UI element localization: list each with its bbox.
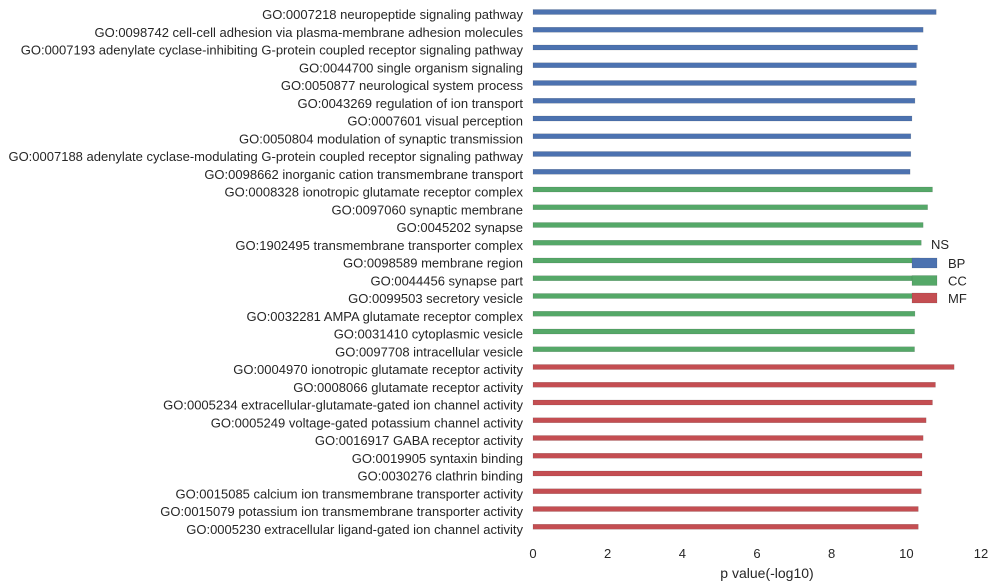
category-label: GO:0043269 regulation of ion transport (298, 96, 524, 111)
bar-cc (532, 311, 916, 317)
category-label: GO:0016917 GABA receptor activity (315, 433, 524, 448)
bar-mf (532, 470, 923, 477)
bar-cc (532, 186, 933, 193)
category-label: GO:0015085 calcium ion transmembrane tra… (175, 486, 523, 501)
bar-cc (532, 240, 922, 246)
category-label: GO:0097708 intracellular vesicle (335, 344, 523, 359)
bars-layer (532, 9, 955, 530)
x-tick-label: 6 (753, 546, 760, 561)
x-tick-label: 12 (974, 546, 988, 561)
x-tick-label: 2 (604, 546, 611, 561)
category-label: GO:0004970 ionotropic glutamate receptor… (233, 362, 523, 377)
bar-mf (532, 435, 924, 441)
x-tick-label: 0 (529, 546, 536, 561)
legend: NS BP CC MF (911, 237, 967, 306)
x-tick-label: 4 (679, 546, 686, 561)
legend-swatch-cc (911, 275, 938, 286)
bar-mf (532, 382, 936, 388)
bar-bp (532, 9, 937, 15)
bar-bp (532, 80, 917, 86)
legend-swatch-mf (911, 292, 938, 304)
category-label: GO:0098589 membrane region (343, 256, 523, 271)
bar-cc (532, 204, 928, 210)
category-label: GO:0008328 ionotropic glutamate receptor… (225, 185, 524, 200)
category-label: GO:0032281 AMPA glutamate receptor compl… (246, 309, 523, 324)
category-label: GO:0098742 cell-cell adhesion via plasma… (94, 25, 523, 40)
legend-label-bp: BP (948, 256, 965, 271)
bar-cc (532, 222, 924, 228)
category-label: GO:0015079 potassium ion transmembrane t… (160, 504, 523, 519)
legend-label-cc: CC (948, 274, 967, 289)
bar-cc (532, 275, 918, 281)
category-label: GO:0007601 visual perception (347, 114, 523, 129)
bar-bp (532, 151, 912, 157)
bar-cc (532, 293, 917, 299)
bar-cc (532, 257, 920, 264)
category-label: GO:0050877 neurological system process (281, 78, 524, 93)
category-label: GO:1902495 transmembrane transporter com… (235, 238, 523, 253)
category-label: GO:0044456 synapse part (371, 273, 524, 288)
bar-bp (532, 133, 912, 139)
category-label: GO:0007218 neuropeptide signaling pathwa… (262, 7, 523, 22)
category-label: GO:0031410 cytoplasmic vesicle (334, 327, 523, 342)
legend-title: NS (931, 237, 949, 252)
bar-cc (532, 328, 915, 335)
category-label: GO:0030276 clathrin binding (357, 469, 523, 484)
bar-mf (532, 417, 927, 423)
bar-mf (532, 399, 933, 406)
legend-swatch-bp (911, 257, 938, 269)
category-label: GO:0005234 extracellular-glutamate-gated… (163, 398, 523, 413)
category-label: GO:0007188 adenylate cyclase-modulating … (8, 149, 523, 164)
x-tick-label: 10 (899, 546, 913, 561)
bar-bp (532, 98, 916, 104)
x-axis-ticks: 0 2 4 6 8 10 12 (529, 546, 988, 561)
category-label: GO:0005230 extracellular ligand-gated io… (186, 522, 523, 537)
x-tick-label: 8 (828, 546, 835, 561)
bar-bp (532, 115, 913, 122)
category-label: GO:0045202 synapse (397, 220, 523, 235)
bar-mf (532, 488, 922, 494)
bar-mf (532, 506, 919, 512)
x-axis-title: p value(-log10) (720, 565, 813, 581)
bar-cc (532, 346, 915, 352)
bar-bp (532, 169, 911, 175)
category-label: GO:0098662 inorganic cation transmembran… (204, 167, 523, 182)
category-label: GO:0007193 adenylate cyclase-inhibiting … (21, 43, 524, 58)
category-label: GO:0099503 secretory vesicle (348, 291, 523, 306)
bar-mf (532, 524, 919, 530)
category-label: GO:0044700 single organism signaling (299, 60, 523, 75)
bar-bp (532, 44, 918, 51)
bar-mf (532, 364, 955, 370)
bar-bp (532, 62, 917, 68)
category-label: GO:0005249 voltage-gated potassium chann… (211, 415, 524, 430)
category-label: GO:0019905 syntaxin binding (352, 451, 523, 466)
category-label: GO:0008066 glutamate receptor activity (293, 380, 523, 395)
category-labels: GO:0007218 neuropeptide signaling pathwa… (8, 7, 523, 537)
bar-mf (532, 453, 923, 459)
bar-bp (532, 27, 924, 33)
category-label: GO:0050804 modulation of synaptic transm… (239, 131, 523, 146)
legend-label-mf: MF (948, 291, 967, 306)
category-label: GO:0097060 synaptic membrane (332, 202, 524, 217)
